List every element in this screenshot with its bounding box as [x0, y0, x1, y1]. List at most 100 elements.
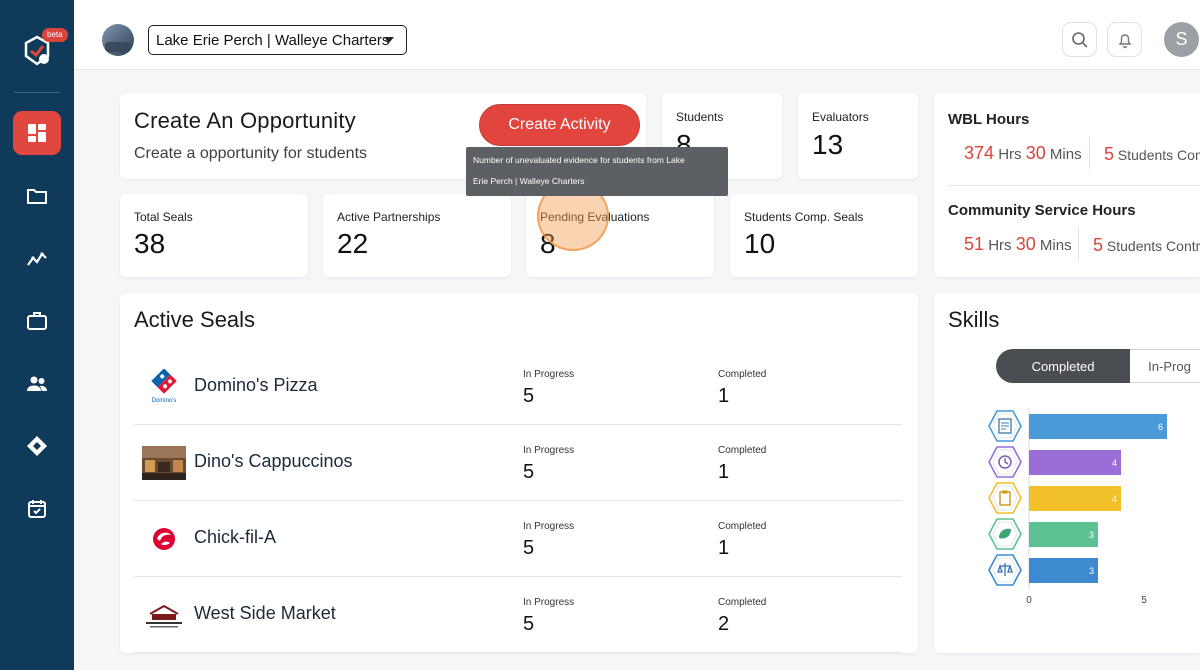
calendar-icon [28, 500, 46, 518]
wbl-students: 5 Students Con [1104, 144, 1200, 165]
skill-bar-value: 3 [1089, 566, 1094, 576]
evaluators-value: 13 [812, 129, 844, 160]
nav-people[interactable] [13, 362, 61, 406]
community-students-label: Students Contr [1106, 238, 1200, 254]
search-button[interactable] [1062, 22, 1097, 57]
seal-row[interactable]: Domino's Domino's Pizza In Progress 5 Co… [134, 349, 902, 425]
skill-bar-value: 6 [1158, 422, 1163, 432]
wbl-hrs-unit: Hrs [998, 146, 1022, 163]
seal-name[interactable]: West Side Market [194, 603, 336, 623]
org-selector-label: Lake Erie Perch | Walleye Charters [156, 31, 390, 49]
community-hours-title: Community Service Hours [948, 202, 1136, 219]
chick-fil-a-logo-icon [142, 521, 186, 557]
tab-completed[interactable]: Completed [996, 349, 1130, 383]
total-seals-value: 38 [134, 228, 166, 259]
total-seals-card[interactable]: Total Seals 38 [120, 194, 308, 277]
sidebar-divider [14, 92, 60, 93]
hours-divider [948, 185, 1200, 186]
beta-badge: beta [42, 28, 68, 42]
community-students-value: 5 [1093, 235, 1104, 255]
notifications-button[interactable] [1107, 22, 1142, 57]
community-divider [1078, 228, 1079, 260]
evaluators-card[interactable]: Evaluators 13 [798, 93, 918, 179]
tooltip-line-2: Erie Perch | Walleye Charters [473, 176, 585, 186]
active-partnerships-card[interactable]: Active Partnerships 22 [323, 194, 511, 277]
skill-bar[interactable] [1029, 486, 1121, 511]
create-activity-button[interactable]: Create Activity [479, 104, 640, 146]
folder-icon [27, 189, 47, 204]
in-progress-label: In Progress [523, 445, 575, 456]
completed-label: Completed [718, 597, 767, 608]
community-hours-total: 51 Hrs 30 Mins [964, 234, 1072, 255]
opportunity-subtitle: Create a opportunity for students [134, 145, 368, 162]
in-progress-value: 5 [523, 613, 535, 635]
seal-name[interactable]: Chick-fil-A [194, 527, 277, 547]
search-icon [1071, 31, 1088, 48]
students-comp-seals-card[interactable]: Students Comp. Seals 10 [730, 194, 918, 277]
students-comp-seals-label: Students Comp. Seals [744, 210, 864, 224]
in-progress-label: In Progress [523, 369, 575, 380]
total-seals-label: Total Seals [134, 210, 193, 224]
wbl-students-label: Students Con [1117, 147, 1200, 163]
completed-value: 1 [718, 461, 730, 483]
seal-row[interactable]: Dino's Cappuccinos In Progress 5 Complet… [134, 425, 902, 501]
skill-bar[interactable] [1029, 558, 1098, 583]
nav-seals[interactable] [13, 424, 61, 468]
nav-analytics[interactable] [13, 237, 61, 281]
opportunity-title: Create An Opportunity [134, 108, 356, 133]
top-header: Lake Erie Perch | Walleye Charters S [74, 0, 1200, 70]
completed-label: Completed [718, 445, 767, 456]
wbl-hours-total: 374 Hrs 30 Mins [964, 143, 1082, 164]
skill-bar-value: 3 [1089, 530, 1094, 540]
in-progress-value: 5 [523, 461, 535, 483]
skill-bar[interactable] [1029, 450, 1121, 475]
leaf-icon [988, 518, 1022, 550]
org-selector[interactable]: Lake Erie Perch | Walleye Charters [148, 25, 407, 55]
skill-bar[interactable] [1029, 522, 1098, 547]
dashboard-icon [28, 124, 46, 142]
app-logo-icon[interactable] [20, 34, 54, 68]
community-hrs-value: 51 [964, 234, 985, 254]
wbl-hours-title: WBL Hours [948, 111, 1030, 128]
active-partnerships-value: 22 [337, 228, 369, 259]
people-icon [27, 376, 47, 391]
x-tick-label: 5 [1141, 595, 1147, 606]
dinos-cappuccinos-logo-icon [142, 445, 186, 481]
nav-dashboard[interactable] [13, 111, 61, 155]
tab-in-progress[interactable]: In-Prog [1130, 349, 1200, 383]
skill-bar[interactable] [1029, 414, 1167, 439]
active-seals-title: Active Seals [134, 307, 256, 332]
skill-bar-value: 4 [1112, 494, 1117, 504]
analytics-icon [27, 252, 47, 266]
user-avatar[interactable]: S [1164, 22, 1199, 57]
clipboard-icon [988, 482, 1022, 514]
scale-icon [988, 554, 1022, 586]
wbl-hrs-value: 374 [964, 143, 995, 163]
wbl-divider [1089, 137, 1090, 169]
seal-row[interactable]: Chick-fil-A In Progress 5 Completed 1 [134, 501, 902, 577]
evaluators-label: Evaluators [812, 110, 869, 124]
community-mins-value: 30 [1015, 234, 1036, 254]
nav-folder[interactable] [13, 174, 61, 218]
seal-name[interactable]: Domino's Pizza [194, 375, 318, 395]
west-side-market-logo-icon [142, 597, 186, 633]
skills-card: Skills Completed In-Prog 6 4 4 3 3 0 5 [934, 293, 1200, 653]
dominos-logo-icon: Domino's [142, 369, 186, 405]
wbl-mins-value: 30 [1025, 143, 1046, 163]
seal-row[interactable]: West Side Market In Progress 5 Completed… [134, 577, 902, 653]
pending-evaluations-tooltip: Number of unevaluated evidence for stude… [466, 147, 728, 196]
svg-text:Domino's: Domino's [152, 398, 177, 404]
active-seals-card: Active Seals Domino's Domino's Pizza In … [120, 293, 918, 653]
seal-name[interactable]: Dino's Cappuccinos [194, 451, 353, 471]
nav-calendar[interactable] [13, 487, 61, 531]
skills-title: Skills [948, 307, 1000, 332]
nav-briefcase[interactable] [13, 299, 61, 343]
sidebar: beta [0, 0, 74, 670]
students-label: Students [676, 110, 724, 124]
bell-icon [1118, 33, 1131, 48]
completed-value: 1 [718, 537, 730, 559]
wbl-mins-unit: Mins [1049, 146, 1082, 163]
org-avatar[interactable] [102, 24, 134, 56]
briefcase-icon [27, 312, 47, 330]
in-progress-value: 5 [523, 385, 535, 407]
